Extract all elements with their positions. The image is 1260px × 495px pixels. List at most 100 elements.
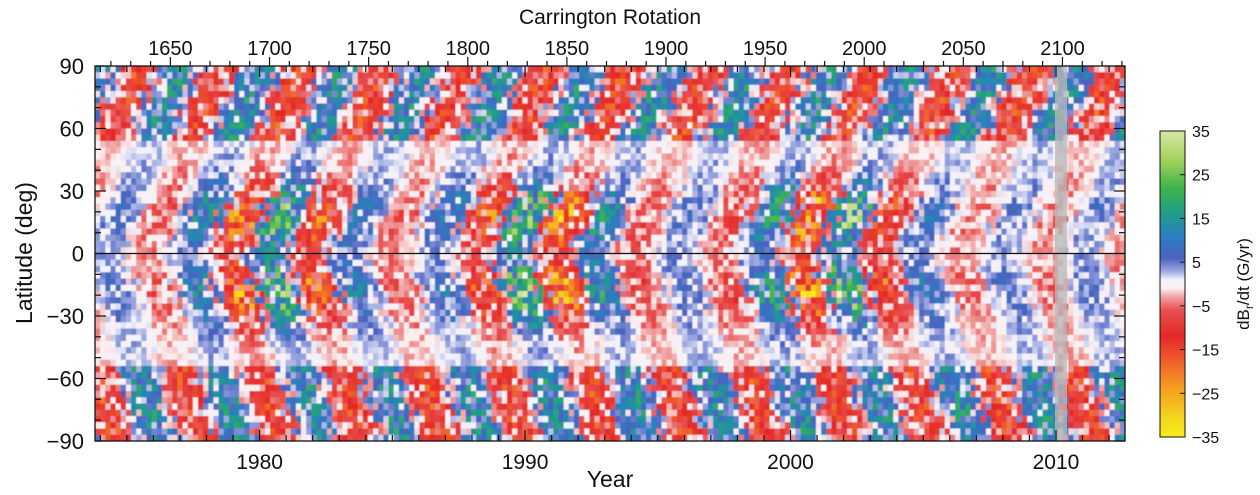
heatmap-cell [357, 222, 364, 230]
heatmap-cell [414, 128, 421, 136]
heatmap-cell [95, 247, 101, 255]
heatmap-cell [223, 128, 230, 136]
heatmap-cell [295, 309, 302, 317]
heatmap-cell [223, 397, 230, 405]
heatmap-cell [234, 134, 240, 142]
heatmap-cell [460, 103, 467, 111]
heatmap-cell [362, 409, 369, 417]
heatmap-cell [115, 234, 122, 242]
heatmap-cell [419, 284, 426, 292]
heatmap-cell [481, 309, 487, 317]
heatmap-cell [115, 172, 122, 180]
heatmap-cell [249, 328, 256, 336]
heatmap-cell [465, 253, 472, 261]
heatmap-cell [331, 303, 338, 311]
heatmap-cell [404, 341, 410, 348]
heatmap-cell [254, 341, 261, 348]
heatmap-cell [470, 109, 477, 117]
heatmap-cell [424, 372, 431, 380]
heatmap-cell [218, 428, 225, 436]
heatmap-cell [440, 434, 446, 441]
heatmap-cell [455, 353, 462, 361]
heatmap-cell [280, 328, 287, 336]
heatmap-cell [491, 291, 498, 298]
heatmap-cell [110, 384, 117, 392]
heatmap-cell [203, 328, 209, 336]
heatmap-cell [254, 184, 261, 192]
heatmap-cell [110, 359, 117, 367]
heatmap-cell [125, 66, 132, 73]
heatmap-cell [429, 172, 436, 180]
heatmap-cell [110, 103, 117, 111]
heatmap-cell [208, 347, 215, 355]
heatmap-cell [218, 72, 225, 80]
heatmap-cell [213, 66, 220, 73]
heatmap-cell [167, 384, 173, 392]
heatmap-cell [326, 291, 333, 298]
heatmap-cell [285, 147, 292, 155]
heatmap-cell [455, 391, 462, 398]
heatmap-cell [151, 97, 158, 105]
heatmap-cell [352, 66, 359, 73]
heatmap-cell [491, 141, 498, 148]
heatmap-cell [290, 341, 297, 348]
heatmap-cell [352, 253, 359, 261]
heatmap-cell [259, 184, 266, 192]
heatmap-cell [404, 234, 410, 242]
heatmap-cell [311, 322, 318, 330]
heatmap-cell [326, 216, 333, 223]
heatmap-cell [239, 172, 245, 180]
heatmap-cell [424, 409, 431, 417]
heatmap-cell [198, 278, 204, 286]
heatmap-cell [198, 291, 204, 298]
heatmap-cell [275, 278, 281, 286]
heatmap-cell [234, 284, 240, 292]
heatmap-cell [239, 316, 245, 323]
heatmap-cell [409, 134, 415, 142]
heatmap-cell [393, 172, 400, 180]
heatmap-cell [434, 128, 441, 136]
heatmap-cell [450, 359, 457, 367]
heatmap-cell [100, 266, 106, 273]
heatmap-cell [352, 416, 359, 423]
heatmap-cell [331, 297, 338, 305]
heatmap-cell [187, 416, 194, 423]
heatmap-cell [172, 322, 178, 330]
heatmap-cell [95, 166, 101, 173]
heatmap-cell [476, 359, 482, 367]
heatmap-cell [409, 434, 415, 441]
heatmap-cell [228, 416, 235, 423]
heatmap-cell [326, 91, 333, 98]
heatmap-cell [167, 247, 173, 255]
heatmap-cell [213, 309, 220, 317]
heatmap-cell [105, 341, 112, 348]
heatmap-cell [342, 303, 348, 311]
heatmap-cell [177, 378, 184, 386]
heatmap-cell [105, 328, 112, 336]
heatmap-cell [110, 391, 117, 398]
heatmap-cell [429, 409, 436, 417]
heatmap-cell [182, 353, 189, 361]
heatmap-cell [177, 403, 184, 411]
heatmap-cell [156, 178, 163, 186]
heatmap-cell [182, 416, 189, 423]
heatmap-cell [486, 222, 493, 230]
heatmap-cell [223, 191, 230, 198]
heatmap-cell [388, 266, 395, 273]
heatmap-cell [115, 328, 122, 336]
heatmap-cell [501, 397, 508, 405]
heatmap-cell [507, 378, 513, 386]
heatmap-cell [95, 416, 101, 423]
heatmap-cell [146, 184, 153, 192]
heatmap-cell [223, 141, 230, 148]
heatmap-cell [362, 141, 369, 148]
heatmap-cell [455, 78, 462, 86]
heatmap-cell [507, 147, 513, 155]
heatmap-cell [460, 309, 467, 317]
heatmap-cell [398, 272, 405, 280]
heatmap-cell [357, 128, 364, 136]
heatmap-cell [187, 347, 194, 355]
heatmap-cell [383, 228, 390, 236]
heatmap-cell [367, 84, 374, 92]
heatmap-cell [352, 209, 359, 217]
